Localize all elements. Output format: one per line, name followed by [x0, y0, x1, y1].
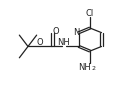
Text: N: N — [73, 28, 79, 37]
Text: Cl: Cl — [86, 9, 94, 18]
Text: 2: 2 — [91, 66, 95, 71]
Text: NH: NH — [57, 38, 70, 47]
Text: O: O — [37, 38, 43, 47]
Text: O: O — [53, 27, 60, 36]
Text: NH: NH — [78, 63, 91, 72]
